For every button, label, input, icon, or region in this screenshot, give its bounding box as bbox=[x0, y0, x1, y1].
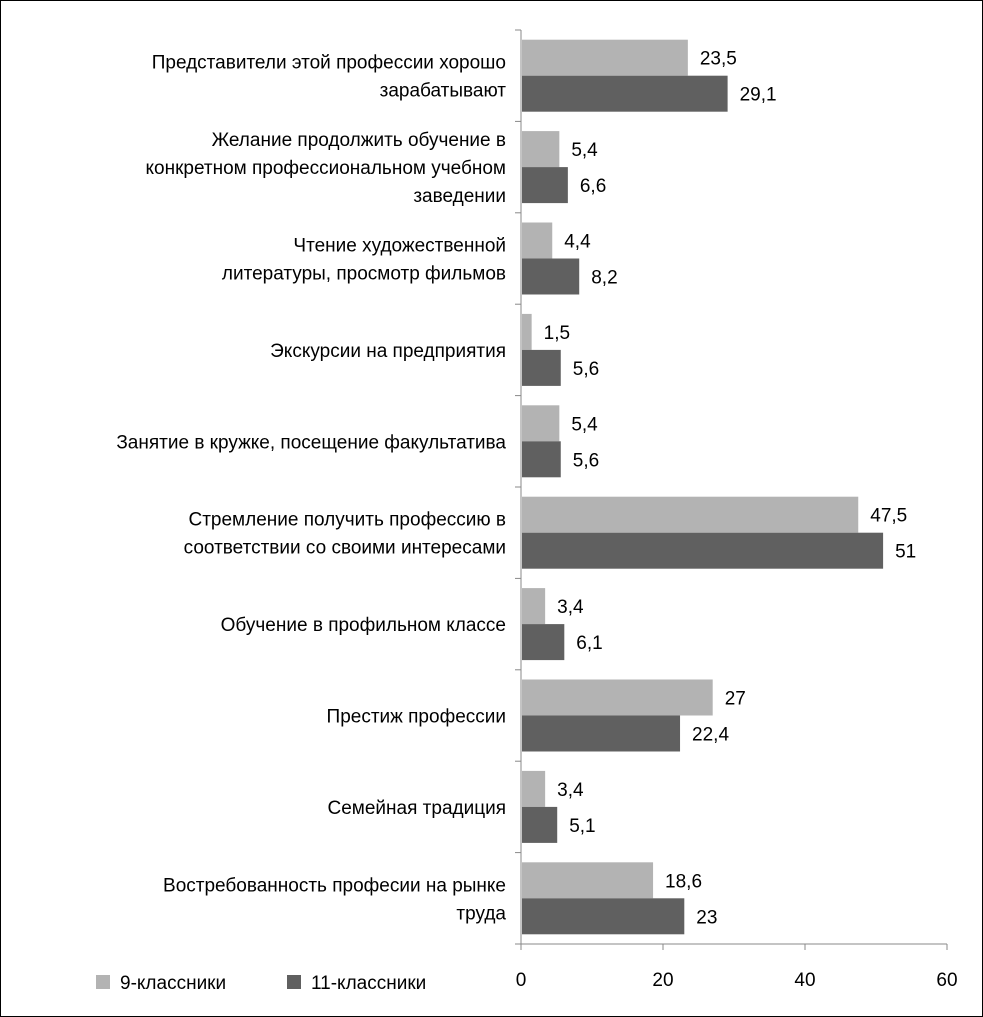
bar-grade9 bbox=[522, 770, 546, 807]
bar-grade9 bbox=[522, 39, 688, 76]
data-label-grade9: 23,5 bbox=[700, 49, 737, 70]
bar-grade9 bbox=[522, 405, 560, 442]
data-label-grade9: 47,5 bbox=[870, 506, 907, 527]
category-label: заведении bbox=[413, 186, 506, 207]
data-label-grade9: 4,4 bbox=[564, 232, 591, 253]
bar-grade11 bbox=[522, 349, 561, 386]
value-axis-tick-label: 60 bbox=[936, 970, 957, 991]
bar-grade9 bbox=[522, 313, 532, 350]
category-label: соответствии со своими интересами bbox=[184, 538, 506, 559]
bar-grade11 bbox=[522, 532, 884, 569]
data-label-grade9: 27 bbox=[725, 689, 746, 710]
value-axis-tick-label: 40 bbox=[794, 970, 815, 991]
data-label-grade11: 6,6 bbox=[580, 176, 606, 197]
category-label: Желание продолжить обучение в bbox=[212, 130, 506, 151]
value-axis-tick-label: 20 bbox=[652, 970, 673, 991]
data-label-grade9: 1,5 bbox=[544, 323, 570, 344]
bar-grade9 bbox=[522, 588, 546, 625]
category-label: Престиж профессии bbox=[327, 707, 506, 728]
data-label-grade11: 8,2 bbox=[591, 268, 617, 289]
bar-grade11 bbox=[522, 624, 565, 661]
category-label: Семейная традиция bbox=[328, 798, 506, 819]
data-label-grade11: 5,6 bbox=[573, 359, 599, 380]
data-label-grade11: 51 bbox=[895, 542, 916, 563]
bar-grade11 bbox=[522, 715, 681, 752]
category-label: конкретном профессиональном учебном bbox=[145, 158, 506, 179]
data-label-grade9: 5,4 bbox=[571, 414, 598, 435]
category-label: Занятие в кружке, посещение факультатива bbox=[116, 432, 506, 453]
data-label-grade9: 3,4 bbox=[557, 597, 584, 618]
data-label-grade9: 18,6 bbox=[665, 871, 702, 892]
bar-grade9 bbox=[522, 679, 713, 716]
bar-grade9 bbox=[522, 222, 553, 259]
bar-grade11 bbox=[522, 898, 685, 935]
data-label-grade11: 5,1 bbox=[569, 816, 595, 837]
legend-label: 11-классники bbox=[311, 973, 426, 994]
legend-label: 9-классники bbox=[120, 973, 226, 994]
bar-grade11 bbox=[522, 75, 728, 112]
category-label: Экскурсии на предприятия bbox=[270, 341, 506, 362]
data-label-grade11: 29,1 bbox=[740, 85, 777, 106]
data-label-grade11: 5,6 bbox=[573, 450, 599, 471]
data-label-grade9: 3,4 bbox=[557, 780, 584, 801]
data-label-grade11: 23 bbox=[696, 907, 717, 928]
bar-grade11 bbox=[522, 167, 568, 204]
bar-grade11 bbox=[522, 806, 558, 843]
data-label-grade11: 6,1 bbox=[576, 633, 602, 654]
category-label: литературы, просмотр фильмов bbox=[222, 264, 506, 285]
bar-grade11 bbox=[522, 258, 580, 295]
category-label: Чтение художественной bbox=[293, 236, 506, 257]
bar-grade9 bbox=[522, 131, 560, 168]
data-label-grade9: 5,4 bbox=[571, 140, 598, 161]
category-label: зарабатывают bbox=[380, 81, 507, 102]
category-label: труда bbox=[456, 903, 506, 924]
category-label: Обучение в профильном классе bbox=[221, 615, 506, 636]
bar-grade11 bbox=[522, 441, 561, 478]
category-label: Представители этой профессии хорошо bbox=[152, 53, 506, 74]
bar-grade9 bbox=[522, 496, 859, 533]
category-label: Востребованность профеcии на рынке bbox=[163, 875, 506, 896]
category-label: Стремление получить профессию в bbox=[189, 510, 507, 531]
legend-swatch bbox=[287, 975, 301, 989]
legend-swatch bbox=[96, 975, 110, 989]
bar-grade9 bbox=[522, 862, 654, 899]
data-label-grade11: 22,4 bbox=[692, 725, 729, 746]
value-axis-tick-label: 0 bbox=[516, 970, 527, 991]
